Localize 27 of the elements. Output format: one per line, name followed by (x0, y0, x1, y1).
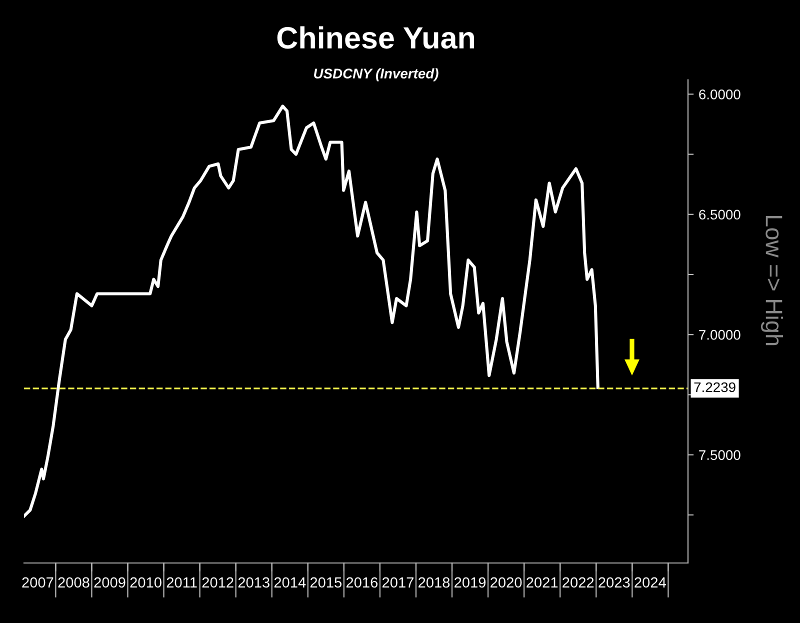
y-tick-label: 7.5000 (699, 450, 740, 460)
x-tick-label: 2020 (490, 577, 522, 588)
chart-subtitle: USDCNY (Inverted) (314, 68, 438, 82)
x-tick-label: 2014 (274, 577, 306, 588)
x-tick-label: 2021 (526, 577, 558, 588)
x-tick-label: 2018 (418, 577, 450, 588)
ref-line-label: 7.2239 (694, 382, 736, 392)
x-tick-label: 2013 (238, 577, 270, 588)
x-tick-label: 2023 (598, 577, 630, 588)
x-tick-label: 2012 (202, 577, 234, 588)
x-tick-label: 2010 (130, 577, 162, 588)
chart-title: Chinese Yuan (277, 26, 474, 49)
y-axis-title: Low => High (760, 216, 784, 346)
x-tick-label: 2019 (454, 577, 486, 588)
x-tick-label: 2024 (634, 577, 666, 588)
x-tick-label: 2017 (382, 577, 414, 588)
y-tick-label: 6.5000 (699, 210, 740, 220)
x-tick-label: 2009 (94, 577, 126, 588)
x-tick-label: 2008 (58, 577, 90, 588)
line-series (24, 104, 600, 518)
x-tick-label: 2016 (346, 577, 378, 588)
x-tick-label: 2022 (562, 577, 594, 588)
x-tick-label: 2011 (166, 577, 197, 588)
x-tick-label: 2015 (310, 577, 342, 588)
x-tick-label: 2007 (22, 577, 54, 588)
y-tick-label: 7.0000 (699, 330, 740, 340)
y-tick-label: 6.0000 (699, 90, 740, 100)
